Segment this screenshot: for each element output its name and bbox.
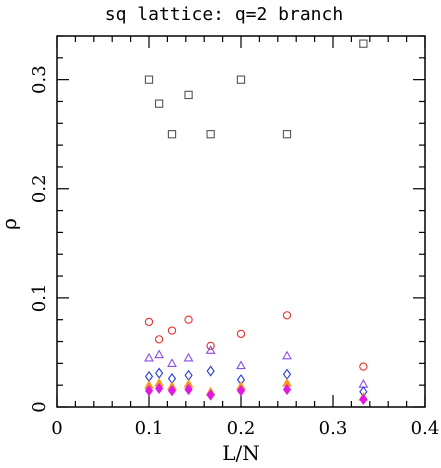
data-point-circle-open xyxy=(167,326,177,335)
x-tick-label: 0.2 xyxy=(227,418,256,439)
data-point-diamond-filled xyxy=(184,383,193,396)
data-point-diamond-filled xyxy=(144,385,154,397)
data-point-circle-open xyxy=(154,335,164,344)
data-point-square-open xyxy=(359,39,368,48)
data-point-triangle-open xyxy=(282,350,292,360)
data-point-diamond-open xyxy=(144,370,154,383)
data-point-diamond-filled xyxy=(359,393,368,405)
data-point-diamond-open xyxy=(184,369,193,381)
data-point-diamond-filled xyxy=(282,383,292,396)
data-point-diamond-open xyxy=(282,368,292,380)
y-tick-label: 0.3 xyxy=(29,65,50,94)
data-point-square-open xyxy=(167,130,177,139)
data-point-circle-open xyxy=(206,341,215,351)
data-point-square-open xyxy=(236,75,246,84)
data-point-diamond-open xyxy=(206,365,215,377)
data-point-triangle-open xyxy=(154,349,165,359)
tick-labels: 0 0.1 0.2 0.3 0.4 0 0.1 0.2 0.3 xyxy=(29,65,439,439)
data-point-triangle-open xyxy=(144,352,154,362)
y-tick-label: 0.2 xyxy=(29,174,50,203)
x-tick-label: 0 xyxy=(51,418,62,439)
y-tick-label: 0 xyxy=(29,401,50,412)
axis-ticks xyxy=(56,35,426,408)
data-point-circle-open xyxy=(144,317,154,327)
data-point-triangle-open xyxy=(205,345,216,354)
chart-title: sq lattice: q=2 branch xyxy=(105,4,343,25)
data-point-square-open xyxy=(154,99,164,108)
x-tick-label: 0.3 xyxy=(319,418,348,439)
data-point-diamond-filled xyxy=(155,382,164,395)
data-point-square-open xyxy=(144,75,154,84)
data-point-circle-open xyxy=(236,329,246,339)
x-tick-label: 0.1 xyxy=(135,418,164,439)
data-point-diamond-filled xyxy=(206,389,215,401)
data-point-triangle-open xyxy=(183,352,194,362)
data-point-diamond-open xyxy=(155,367,164,379)
data-point-circle-open xyxy=(184,315,193,324)
y-axis-label: ρ xyxy=(0,218,21,230)
data-point-square-open xyxy=(184,90,193,100)
data-point-square-open xyxy=(206,130,215,139)
data-markers xyxy=(144,39,369,405)
data-point-triangle-open xyxy=(358,379,369,388)
data-point-circle-open xyxy=(282,311,292,320)
data-point-triangle-open xyxy=(167,358,177,367)
data-point-circle-open xyxy=(359,362,368,371)
data-point-diamond-filled xyxy=(236,385,246,397)
data-point-diamond-filled xyxy=(167,385,177,397)
y-tick-label: 0.1 xyxy=(29,284,50,313)
x-axis-label: L/N xyxy=(222,441,260,465)
x-tick-label: 0.4 xyxy=(411,418,440,439)
data-point-triangle-open xyxy=(236,360,246,370)
data-point-square-open xyxy=(282,130,292,139)
plot-frame xyxy=(56,35,426,408)
